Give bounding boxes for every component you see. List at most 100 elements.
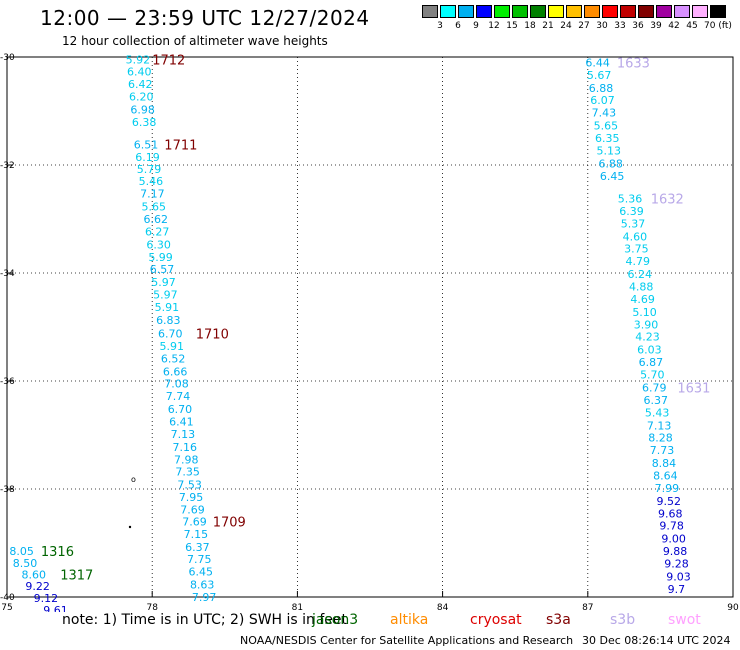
data-value: 4.23 bbox=[635, 331, 660, 344]
plot-axes bbox=[6, 56, 734, 598]
data-value: 7.97 bbox=[192, 591, 217, 604]
legend-label: 3 bbox=[437, 21, 443, 31]
data-value: 7.98 bbox=[174, 453, 199, 466]
satellite-label-s3b: s3b bbox=[610, 612, 636, 628]
data-value: 8.50 bbox=[13, 557, 38, 570]
data-value: 7.95 bbox=[179, 491, 204, 504]
track-label-1710: 1710 bbox=[196, 327, 229, 342]
legend-swatch bbox=[548, 5, 564, 18]
data-value: 7.35 bbox=[175, 466, 200, 479]
tick-label-y: -38 bbox=[0, 485, 15, 495]
data-value: 5.97 bbox=[153, 289, 178, 302]
tick-label-y: -40 bbox=[0, 593, 15, 603]
data-value: 6.83 bbox=[156, 314, 181, 327]
data-value: 9.12 bbox=[34, 592, 59, 605]
track-label-1633: 1633 bbox=[617, 56, 650, 71]
data-value: 6.62 bbox=[143, 213, 168, 226]
data-value: 5.97 bbox=[151, 276, 176, 289]
tick-label-x: 78 bbox=[146, 603, 158, 612]
axis-ticks: 75 78 81 84 87 90 -30 -32 -34 -36 -38 -40 bbox=[0, 53, 739, 612]
satellite-label-cryosat: cryosat bbox=[470, 612, 522, 628]
track-label-1711: 1711 bbox=[164, 138, 197, 153]
track-label-1632: 1632 bbox=[651, 192, 684, 207]
data-value: 7.15 bbox=[184, 528, 209, 541]
data-value: 6.39 bbox=[619, 205, 644, 218]
page-title: 12:00 — 23:59 UTC 12/27/2024 bbox=[40, 6, 370, 30]
data-value: 6.98 bbox=[130, 103, 155, 116]
satellite-label-jason3: jason3 bbox=[312, 612, 359, 628]
data-value: 7.69 bbox=[182, 515, 207, 528]
legend-label: 33 bbox=[614, 21, 626, 31]
data-value: 9.61 bbox=[43, 604, 68, 612]
data-value: 6.79 bbox=[642, 381, 667, 394]
data-value: 5.13 bbox=[597, 144, 622, 157]
data-value: 8.05 bbox=[9, 545, 33, 558]
data-value: 5.37 bbox=[621, 217, 646, 230]
data-value: 7.73 bbox=[650, 444, 675, 457]
credit-line: NOAA/NESDIS Center for Satellite Applica… bbox=[240, 634, 574, 647]
legend-swatch bbox=[566, 5, 582, 18]
data-value: 5.70 bbox=[640, 369, 665, 382]
legend-swatch bbox=[494, 5, 510, 18]
data-value: 6.40 bbox=[127, 66, 152, 79]
legend-swatch bbox=[530, 5, 546, 18]
legend-label: 36 bbox=[632, 21, 644, 31]
data-value: 4.69 bbox=[630, 293, 655, 306]
data-value: 7.75 bbox=[187, 553, 212, 566]
data-value: 7.13 bbox=[171, 428, 196, 441]
data-values: 5.926.406.426.206.986.38 6.516.195.795.46… bbox=[9, 54, 690, 612]
tick-label-x: 90 bbox=[727, 603, 739, 612]
legend-label: 39 bbox=[650, 21, 662, 31]
tick-label-y: -30 bbox=[0, 53, 15, 63]
legend-label: 18 bbox=[524, 21, 536, 31]
data-value: 8.64 bbox=[653, 470, 678, 483]
data-value: 8.84 bbox=[652, 457, 677, 470]
data-value: 5.91 bbox=[155, 301, 180, 314]
data-value: 6.19 bbox=[135, 151, 160, 164]
data-value: 7.74 bbox=[166, 390, 191, 403]
data-value: 6.35 bbox=[595, 132, 620, 145]
track-label-1709: 1709 bbox=[213, 515, 246, 530]
data-value: 6.52 bbox=[161, 352, 186, 365]
data-value: 5.91 bbox=[159, 340, 184, 353]
data-value: 3.75 bbox=[624, 243, 649, 256]
data-value: 6.88 bbox=[589, 82, 614, 95]
data-value: 5.65 bbox=[142, 201, 167, 214]
timestamp: 30 Dec 08:26:14 UTC 2024 bbox=[582, 634, 731, 647]
data-value: 6.70 bbox=[168, 403, 193, 416]
data-value: 7.13 bbox=[647, 419, 672, 432]
legend-swatch bbox=[710, 5, 726, 18]
legend-label: 30 bbox=[596, 21, 608, 31]
data-value: 6.70 bbox=[158, 327, 183, 340]
tick-label-x: 81 bbox=[292, 603, 303, 612]
legend-swatch bbox=[674, 5, 690, 18]
legend-label: 42 bbox=[668, 21, 680, 31]
legend-label: 6 bbox=[455, 21, 461, 31]
data-value: 9.03 bbox=[666, 570, 691, 583]
data-value: 9.88 bbox=[663, 545, 688, 558]
data-value: 6.44 bbox=[585, 56, 610, 69]
legend-swatch bbox=[620, 5, 636, 18]
coast-marker-dot-1: o bbox=[131, 475, 136, 484]
data-value: 6.24 bbox=[627, 268, 652, 281]
track-label-1317: 1317 bbox=[60, 568, 93, 583]
legend-swatch bbox=[440, 5, 456, 18]
legend-swatch bbox=[638, 5, 654, 18]
data-value: 7.17 bbox=[140, 188, 165, 201]
data-value: 6.45 bbox=[600, 170, 625, 183]
data-value: 9.7 bbox=[668, 583, 686, 596]
data-value: 9.68 bbox=[658, 507, 683, 520]
data-value: 6.27 bbox=[145, 225, 170, 238]
data-value: 3.90 bbox=[634, 318, 659, 331]
tick-label-y: -36 bbox=[0, 377, 15, 387]
legend-label: 15 bbox=[506, 21, 518, 31]
legend-label: 45 bbox=[686, 21, 698, 31]
data-value: 5.67 bbox=[587, 69, 612, 82]
footnote-note: note: 1) Time is in UTC; 2) SWH is in fe… bbox=[62, 612, 348, 628]
legend-swatch bbox=[656, 5, 672, 18]
data-value: 6.88 bbox=[598, 157, 623, 170]
data-value: 7.43 bbox=[592, 107, 617, 120]
track-label-1712: 1712 bbox=[152, 54, 185, 69]
data-value: 7.69 bbox=[180, 504, 205, 517]
data-value: 5.43 bbox=[645, 406, 670, 419]
